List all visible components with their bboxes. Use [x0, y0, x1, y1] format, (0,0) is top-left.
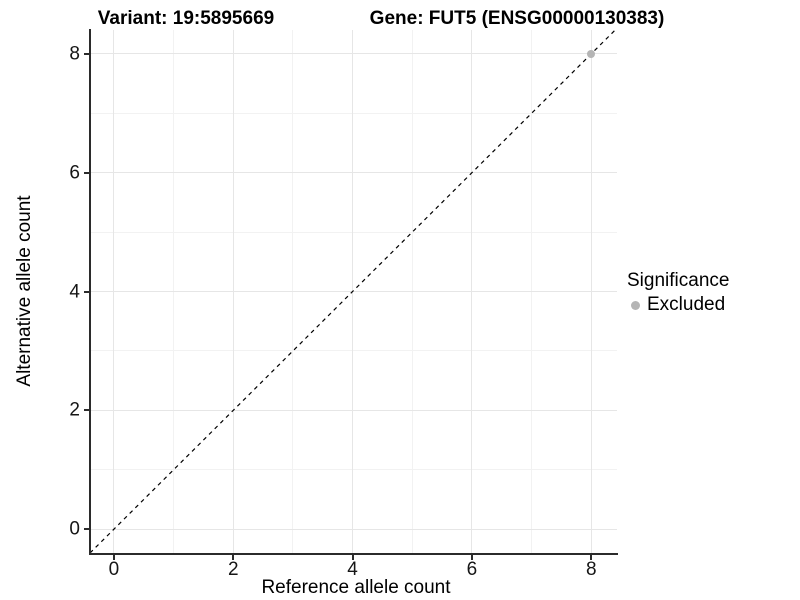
- y-gridline-minor: [90, 231, 617, 233]
- x-tick-label: 2: [227, 559, 239, 580]
- x-tick-label: 8: [586, 559, 597, 580]
- y-gridline-major: [90, 172, 617, 174]
- legend-item-excluded: Excluded: [627, 294, 729, 316]
- x-axis-line: [89, 553, 618, 555]
- y-gridline-major: [90, 291, 617, 292]
- y-tick-label: 8: [69, 43, 80, 65]
- y-tick: [84, 52, 89, 55]
- identity-line: [90, 30, 616, 553]
- x-tick-label: 6: [466, 559, 478, 580]
- identity-line-layer: [90, 30, 616, 553]
- legend-item-label: Excluded: [647, 294, 726, 315]
- y-gridline-major: [90, 528, 617, 530]
- y-tick-label: 6: [69, 162, 80, 184]
- y-axis-title: Alternative allele count: [14, 195, 35, 387]
- y-tick: [84, 290, 89, 293]
- y-axis-line: [89, 29, 91, 554]
- y-tick-label: 0: [69, 518, 80, 540]
- x-tick-label: 0: [108, 559, 120, 580]
- legend-title: Significance: [627, 270, 730, 291]
- y-gridline-major: [90, 409, 617, 411]
- y-gridline-minor: [90, 112, 617, 114]
- plot-title-variant: Variant: 19:5895669: [97, 8, 275, 29]
- plot-title-gene: Gene: FUT5 (ENSG00000130383): [369, 8, 665, 29]
- legend: Significance Excluded: [627, 270, 729, 316]
- y-tick: [84, 409, 89, 412]
- x-tick: [351, 555, 354, 560]
- x-tick: [112, 555, 115, 560]
- x-tick: [232, 555, 235, 560]
- data-point-excluded: [587, 49, 596, 58]
- y-tick: [84, 171, 89, 174]
- plot-panel: [90, 30, 617, 553]
- y-tick: [84, 528, 89, 531]
- y-tick-label: 2: [69, 399, 80, 421]
- y-tick-label: 4: [69, 281, 80, 302]
- y-gridline-minor: [90, 350, 617, 352]
- x-tick: [590, 555, 593, 560]
- x-axis-title: Reference allele count: [261, 577, 451, 598]
- legend-point-icon: [631, 300, 640, 310]
- x-tick: [470, 555, 473, 560]
- y-gridline-minor: [90, 469, 617, 471]
- x-tick-label: 4: [347, 559, 358, 580]
- y-gridline-major: [90, 53, 617, 55]
